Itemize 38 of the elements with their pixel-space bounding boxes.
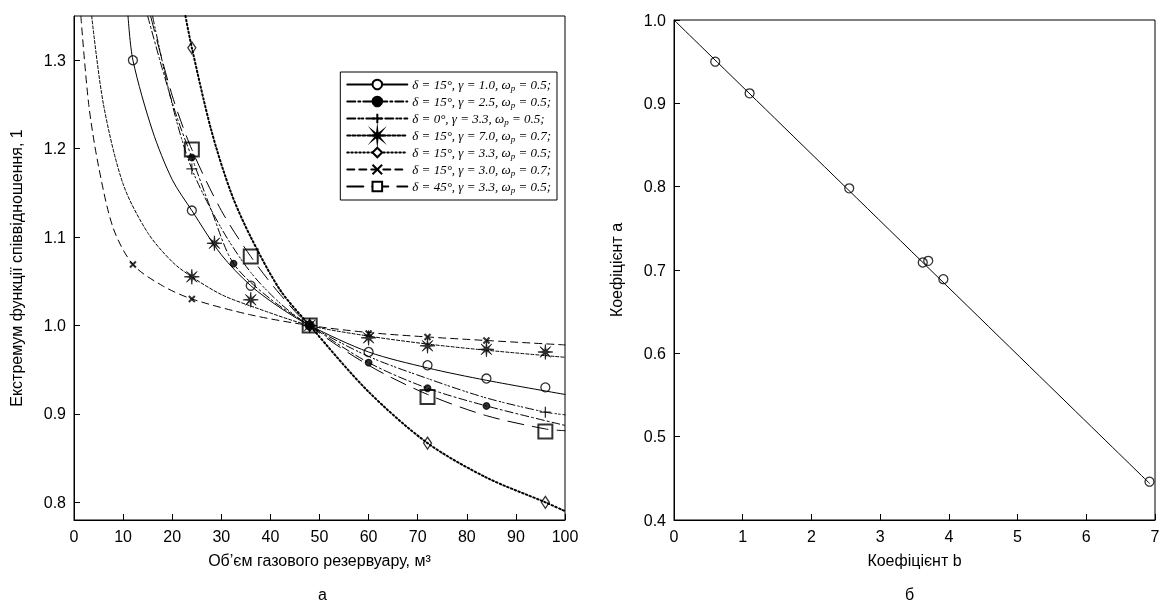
x-tick-label: 60 [359,527,378,545]
x-tick-label: 1 [738,527,748,545]
x-axis-title: Об’єм газового резервуару, м³ [208,551,432,569]
x-tick-label: 10 [114,527,133,545]
x-tick-label: 80 [457,527,476,545]
x-tick-label: 20 [163,527,182,545]
y-tick-label: 0.8 [643,178,667,196]
y-tick-label: 1.0 [643,11,667,29]
x-tick-label: 40 [261,527,280,545]
y-tick-label: 1.3 [43,51,67,69]
y-tick-label: 0.5 [643,428,667,446]
y-tick-label: 0.9 [643,94,667,112]
y-tick-label: 0.8 [43,493,67,511]
y-tick-label: 0.6 [643,344,667,362]
y-tick-label: 0.4 [643,511,667,529]
x-tick-label: 30 [212,527,231,545]
text: б [904,585,915,603]
x-tick-label: 2 [806,527,816,545]
x-tick-label: 5 [1013,527,1023,545]
y-tick-label: 0.7 [643,261,667,279]
y-axis-title: Екстремум функції співвідношення, 1 [7,129,25,407]
y-tick-label: 1.1 [43,228,67,246]
x-axis-title: Коефіцієнт b [867,551,962,569]
x-tick-label: 50 [310,527,329,545]
x-tick-label: 90 [507,527,525,545]
y-tick-label: 1.0 [43,316,67,334]
x-tick-label: 70 [408,527,427,545]
x-tick-label: 7 [1150,527,1160,545]
x-tick-label: 6 [1081,527,1091,545]
text: а [318,585,328,603]
x-tick-label: 4 [944,527,954,545]
y-tick-label: 0.9 [43,405,67,423]
y-tick-label: 1.2 [43,140,67,158]
x-tick-label: 0 [69,527,79,545]
y-axis-title: Коефіцієнт a [607,222,625,318]
x-tick-label: 0 [669,527,679,545]
x-tick-label: 3 [875,527,885,545]
x-tick-label: 100 [551,527,579,545]
